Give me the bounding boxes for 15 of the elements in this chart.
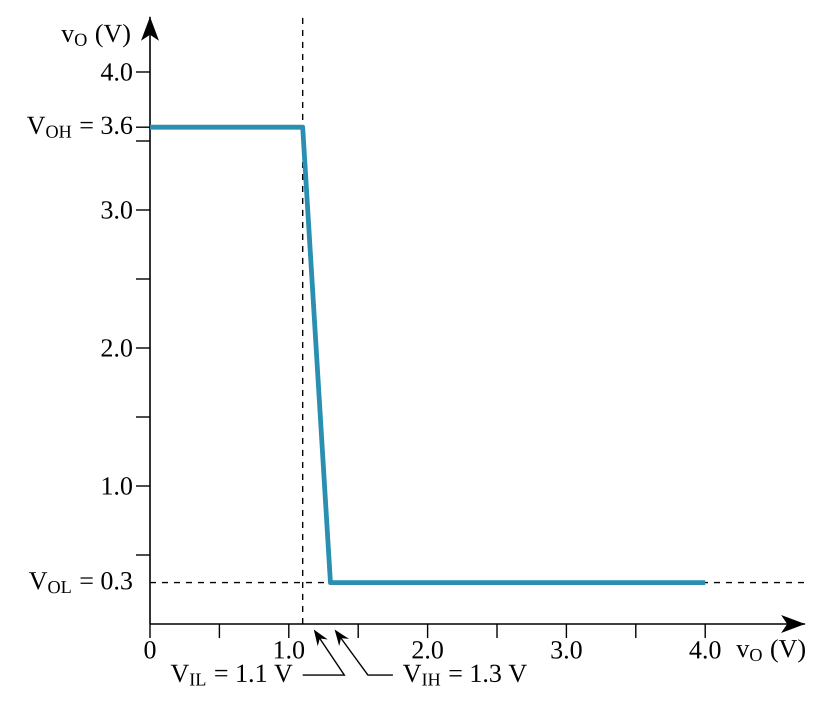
y-tick-label: V$_{OH}$ = 3.6 <box>26 116 132 138</box>
x-tick-label: 2.0 <box>412 641 443 659</box>
annotation: V$_{IL}$ = 1.1 V <box>170 664 293 686</box>
y-tick-label: 1.0 <box>102 477 132 495</box>
x-tick-label: 3.0 <box>551 641 582 659</box>
y-tick-label: 4.0 <box>100 63 132 81</box>
y-tick-label: 3.0 <box>102 201 132 219</box>
x-tick-label: 4.0 <box>689 641 720 659</box>
y-tick-label: V$_{OL}$ = 0.3 <box>29 572 132 594</box>
y-axis-title: v$_{O}$ (V) <box>61 24 130 48</box>
x-axis-title: v$_{O}$ (V) <box>736 639 805 663</box>
y-tick-label: 2.0 <box>102 339 132 357</box>
text: V$_{IH}$ = 1.3 V <box>403 664 527 686</box>
x-tick-label: 0 <box>144 641 156 659</box>
x-tick-label: 1.0 <box>274 641 304 659</box>
